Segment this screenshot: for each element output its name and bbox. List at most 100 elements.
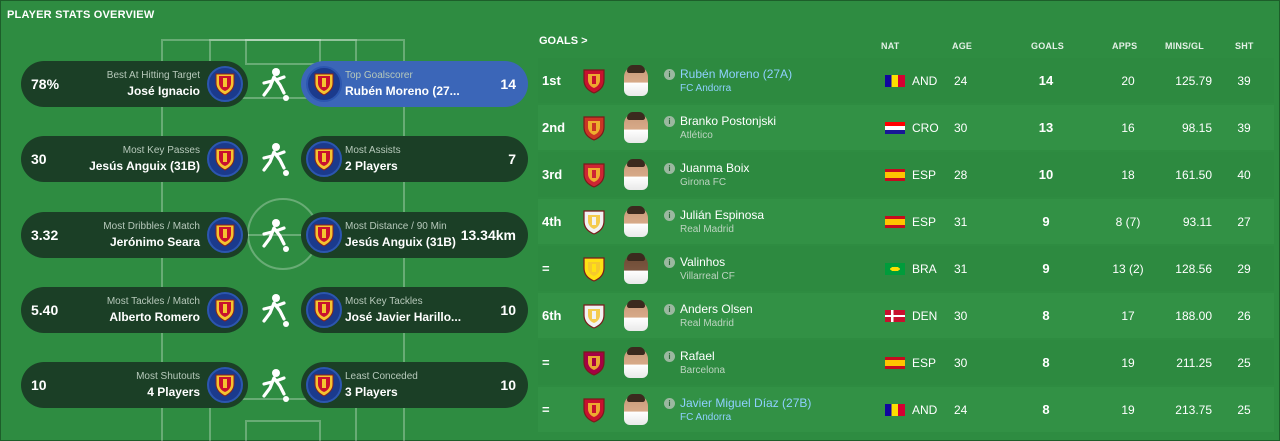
appearances: 19 (1121, 402, 1135, 417)
header-nat[interactable]: NAT (881, 41, 900, 51)
stat-pill-left[interactable]: 5.40 Most Tackles / Match Alberto Romero (21, 287, 248, 333)
appearances: 16 (1121, 120, 1135, 135)
player-face-icon[interactable] (624, 58, 648, 103)
club-name[interactable]: Real Madrid (680, 224, 734, 235)
stat-value: 78% (31, 76, 60, 92)
club-badge-icon (207, 141, 243, 177)
table-row[interactable]: 6th i Anders Olsen Real Madrid DEN 30 8 17 188.0… (538, 293, 1274, 338)
shots: 39 (1237, 73, 1251, 88)
club-name[interactable]: Real Madrid (680, 318, 734, 329)
player-name-text: Anders Olsen (680, 302, 753, 316)
stat-pill-right[interactable]: Least Conceded 3 Players 10 (301, 362, 528, 408)
stat-pill-left[interactable]: 10 Most Shutouts 4 Players (21, 362, 248, 408)
player-face-icon[interactable] (624, 293, 648, 338)
table-row[interactable]: 3rd i Juanma Boix Girona FC ESP 28 10 18 161.50 4… (538, 152, 1274, 197)
info-icon[interactable]: i (664, 303, 675, 315)
age: 28 (954, 167, 968, 182)
player-info: i Javier Miguel Díaz (27B) FC Andorra (664, 387, 811, 432)
info-icon[interactable]: i (664, 350, 675, 362)
nationality: AND (912, 402, 938, 417)
info-icon[interactable]: i (664, 115, 675, 127)
player-face-icon[interactable] (624, 340, 648, 385)
shots: 27 (1237, 214, 1251, 229)
stat-pill-right[interactable]: Most Key Tackles José Javier Harillo... 10 (301, 287, 528, 333)
club-crest-icon[interactable] (582, 105, 606, 150)
player-info: i Julián Espinosa Real Madrid (664, 199, 764, 244)
stat-pill-left[interactable]: 78% Best At Hitting Target José Ignacio (21, 61, 248, 107)
table-row[interactable]: = i Javier Miguel Díaz (27B) FC Andorra AND 2… (538, 387, 1274, 432)
player-name[interactable]: i Branko Postonjski (664, 114, 776, 128)
table-row[interactable]: 2nd i Branko Postonjski Atlético CRO 30 13 16 98… (538, 105, 1274, 150)
club-name[interactable]: Girona FC (680, 177, 727, 188)
player-name[interactable]: i Rubén Moreno (27A) (664, 67, 792, 81)
running-player-icon (254, 216, 294, 256)
club-name[interactable]: FC Andorra (680, 83, 732, 94)
club-name[interactable]: Barcelona (680, 365, 726, 376)
stat-info: Top Goalscorer Rubén Moreno (27... (345, 70, 460, 98)
club-crest-icon[interactable] (582, 199, 606, 244)
club-crest-icon[interactable] (582, 58, 606, 103)
player-face-icon[interactable] (624, 105, 648, 150)
stat-pill-right[interactable]: Top Goalscorer Rubén Moreno (27... 14 (301, 61, 528, 107)
header-goals[interactable]: GOALS (1031, 41, 1065, 51)
header-mins-per-goal[interactable]: MINS/GL (1165, 41, 1204, 51)
info-icon[interactable]: i (664, 68, 675, 80)
nationality: AND (912, 73, 938, 88)
stat-value: 10 (31, 377, 47, 393)
club-crest-icon[interactable] (582, 152, 606, 197)
header-shots[interactable]: SHT (1235, 41, 1254, 51)
club-crest-icon[interactable] (582, 246, 606, 291)
club-name[interactable]: Villarreal CF (680, 271, 735, 282)
player-face-icon[interactable] (624, 152, 648, 197)
appearances: 18 (1121, 167, 1135, 182)
player-name[interactable]: i Valinhos (664, 255, 725, 269)
player-name[interactable]: i Javier Miguel Díaz (27B) (664, 396, 811, 410)
nation-flag-icon (885, 152, 905, 197)
appearances: 20 (1121, 73, 1135, 88)
info-icon[interactable]: i (664, 162, 675, 174)
stat-player-name: 3 Players (345, 385, 398, 399)
goal-area-bottom (245, 420, 321, 441)
stat-pill-right[interactable]: Most Distance / 90 Min Jesús Anguix (31B)… (301, 212, 528, 258)
table-row[interactable]: 1st i Rubén Moreno (27A) FC Andorra AND 24 14 2… (538, 58, 1274, 103)
club-name[interactable]: Atlético (680, 130, 713, 141)
table-row[interactable]: 4th i Julián Espinosa Real Madrid ESP 31 9 8 (7… (538, 199, 1274, 244)
club-name[interactable]: FC Andorra (680, 412, 732, 423)
age: 24 (954, 73, 968, 88)
table-row[interactable]: = i Rafael Barcelona ESP 30 8 19 211.25 25 (538, 340, 1274, 385)
info-icon[interactable]: i (664, 209, 675, 221)
player-name[interactable]: i Julián Espinosa (664, 208, 764, 222)
player-info: i Valinhos Villarreal CF (664, 246, 735, 291)
club-crest-icon[interactable] (582, 293, 606, 338)
stat-pill-left[interactable]: 30 Most Key Passes Jesús Anguix (31B) (21, 136, 248, 182)
nationality: DEN (912, 308, 938, 323)
club-crest-icon[interactable] (582, 340, 606, 385)
stat-player-name: Rubén Moreno (27... (345, 84, 460, 98)
stat-category: Best At Hitting Target (106, 70, 200, 81)
player-face-icon[interactable] (624, 199, 648, 244)
stat-info: Most Assists 2 Players (345, 145, 401, 173)
player-face-icon[interactable] (624, 246, 648, 291)
player-info: i Branko Postonjski Atlético (664, 105, 776, 150)
table-row[interactable]: = i Valinhos Villarreal CF BRA 31 9 13 (2) 128.5… (538, 246, 1274, 291)
diving-keeper-icon (254, 366, 294, 406)
club-crest-icon[interactable] (582, 387, 606, 432)
club-badge-icon (207, 66, 243, 102)
player-face-icon[interactable] (624, 387, 648, 432)
stat-pill-right[interactable]: Most Assists 2 Players 7 (301, 136, 528, 182)
stat-pill-left[interactable]: 3.32 Most Dribbles / Match Jerónimo Seara (21, 212, 248, 258)
player-info: i Rafael Barcelona (664, 340, 725, 385)
goals: 14 (1038, 73, 1054, 88)
passing-player-icon (254, 140, 294, 180)
player-name[interactable]: i Anders Olsen (664, 302, 753, 316)
goals: 9 (1042, 214, 1050, 229)
header-apps[interactable]: APPS (1112, 41, 1138, 51)
goals: 10 (1038, 167, 1054, 182)
goals-link[interactable]: GOALS > (539, 35, 588, 47)
header-age[interactable]: AGE (952, 41, 973, 51)
player-name[interactable]: i Juanma Boix (664, 161, 749, 175)
info-icon[interactable]: i (664, 397, 675, 409)
player-name[interactable]: i Rafael (664, 349, 715, 363)
info-icon[interactable]: i (664, 256, 675, 268)
stat-info: Best At Hitting Target José Ignacio (107, 70, 200, 98)
